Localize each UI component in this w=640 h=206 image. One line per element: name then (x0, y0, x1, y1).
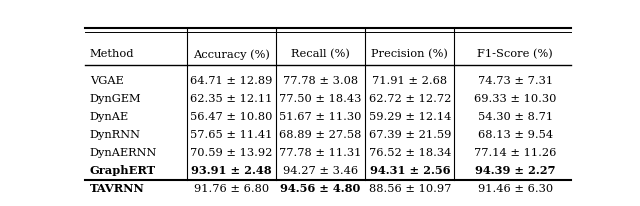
Text: 94.39 ± 2.27: 94.39 ± 2.27 (475, 164, 556, 175)
Text: 91.46 ± 6.30: 91.46 ± 6.30 (477, 183, 553, 193)
Text: 77.78 ± 11.31: 77.78 ± 11.31 (280, 147, 362, 157)
Text: 70.59 ± 13.92: 70.59 ± 13.92 (190, 147, 273, 157)
Text: 57.65 ± 11.41: 57.65 ± 11.41 (190, 129, 273, 139)
Text: 88.56 ± 10.97: 88.56 ± 10.97 (369, 183, 451, 193)
Text: 94.27 ± 3.46: 94.27 ± 3.46 (283, 165, 358, 175)
Text: 67.39 ± 21.59: 67.39 ± 21.59 (369, 129, 451, 139)
Text: DynGEM: DynGEM (90, 94, 141, 104)
Text: 59.29 ± 12.14: 59.29 ± 12.14 (369, 112, 451, 122)
Text: DynAE: DynAE (90, 112, 129, 122)
Text: 68.89 ± 27.58: 68.89 ± 27.58 (280, 129, 362, 139)
Text: 76.52 ± 18.34: 76.52 ± 18.34 (369, 147, 451, 157)
Text: Recall (%): Recall (%) (291, 49, 350, 59)
Text: 91.76 ± 6.80: 91.76 ± 6.80 (194, 183, 269, 193)
Text: 77.14 ± 11.26: 77.14 ± 11.26 (474, 147, 556, 157)
Text: GraphERT: GraphERT (90, 164, 156, 175)
Text: 68.13 ± 9.54: 68.13 ± 9.54 (477, 129, 553, 139)
Text: F1-Score (%): F1-Score (%) (477, 49, 553, 59)
Text: 71.91 ± 2.68: 71.91 ± 2.68 (372, 76, 447, 86)
Text: TAVRNN: TAVRNN (90, 182, 145, 193)
Text: 62.35 ± 12.11: 62.35 ± 12.11 (190, 94, 273, 104)
Text: Precision (%): Precision (%) (371, 49, 448, 59)
Text: 93.91 ± 2.48: 93.91 ± 2.48 (191, 164, 271, 175)
Text: 56.47 ± 10.80: 56.47 ± 10.80 (190, 112, 273, 122)
Text: Method: Method (90, 49, 134, 59)
Text: 54.30 ± 8.71: 54.30 ± 8.71 (477, 112, 553, 122)
Text: 62.72 ± 12.72: 62.72 ± 12.72 (369, 94, 451, 104)
Text: DynAERNN: DynAERNN (90, 147, 157, 157)
Text: 51.67 ± 11.30: 51.67 ± 11.30 (280, 112, 362, 122)
Text: 94.31 ± 2.56: 94.31 ± 2.56 (369, 164, 450, 175)
Text: Accuracy (%): Accuracy (%) (193, 49, 269, 59)
Text: DynRNN: DynRNN (90, 129, 141, 139)
Text: 69.33 ± 10.30: 69.33 ± 10.30 (474, 94, 556, 104)
Text: 64.71 ± 12.89: 64.71 ± 12.89 (190, 76, 273, 86)
Text: 77.50 ± 18.43: 77.50 ± 18.43 (280, 94, 362, 104)
Text: 94.56 ± 4.80: 94.56 ± 4.80 (280, 182, 361, 193)
Text: 74.73 ± 7.31: 74.73 ± 7.31 (477, 76, 553, 86)
Text: 77.78 ± 3.08: 77.78 ± 3.08 (283, 76, 358, 86)
Text: VGAE: VGAE (90, 76, 124, 86)
